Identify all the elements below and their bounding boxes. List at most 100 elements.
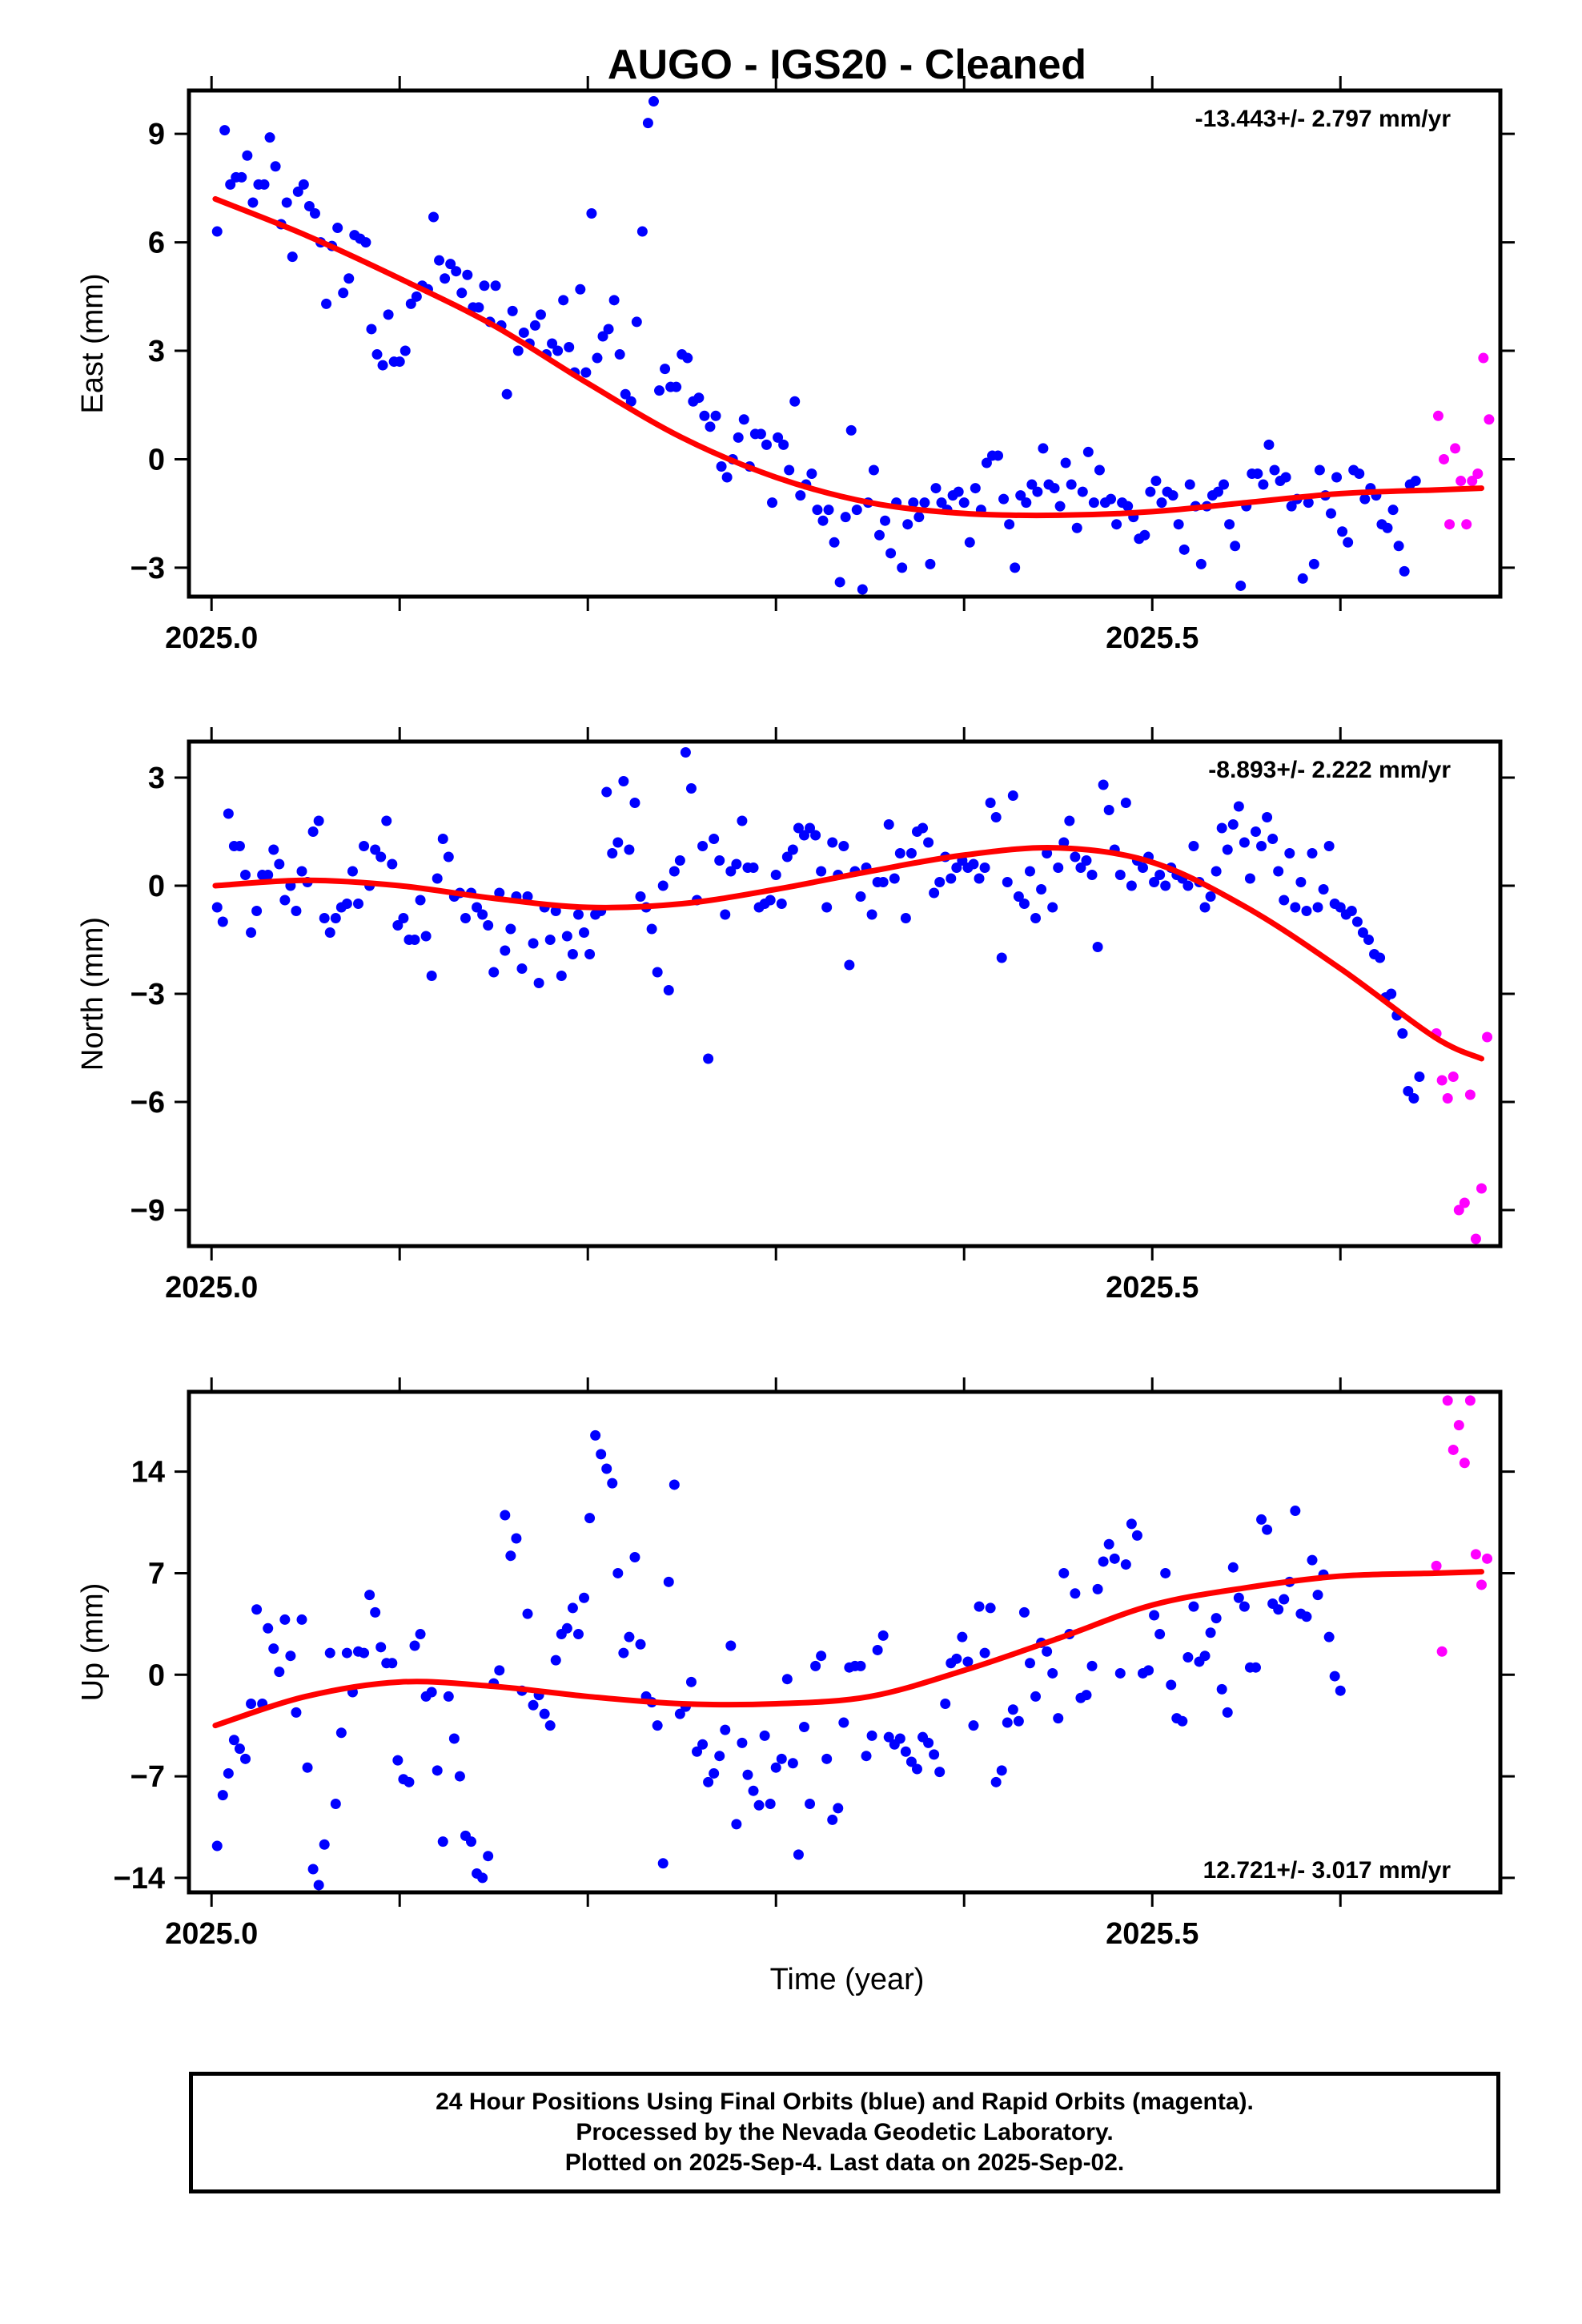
up-final-point xyxy=(274,1667,285,1678)
north-final-point xyxy=(669,866,680,877)
north-final-point xyxy=(443,851,454,862)
up-final-point xyxy=(776,1753,787,1764)
north-final-point xyxy=(528,938,539,949)
north-rapid-point xyxy=(1442,1093,1453,1104)
north-final-point xyxy=(483,920,494,931)
north-final-point xyxy=(996,952,1007,963)
up-final-point xyxy=(1109,1553,1120,1564)
up-final-point xyxy=(731,1819,742,1830)
up-final-point xyxy=(929,1749,940,1760)
east-final-point xyxy=(784,464,795,476)
north-rapid-point xyxy=(1447,1072,1459,1082)
north-final-point xyxy=(217,916,228,927)
east-final-point xyxy=(1038,443,1049,454)
east-final-point xyxy=(445,259,456,270)
north-final-point xyxy=(1058,837,1070,848)
north-final-point xyxy=(263,870,274,880)
up-final-point xyxy=(1030,1691,1042,1702)
north-final-point xyxy=(1351,916,1363,927)
east-final-point xyxy=(1195,558,1207,569)
north-final-point xyxy=(1092,942,1103,952)
up-final-point xyxy=(404,1776,415,1787)
up-final-point xyxy=(437,1836,448,1848)
up-rapid-point xyxy=(1447,1444,1459,1455)
east-final-point xyxy=(564,342,575,353)
east-x-tick-label: 2025.0 xyxy=(165,621,258,655)
up-final-point xyxy=(335,1727,347,1739)
north-final-point xyxy=(1375,952,1386,963)
east-final-point xyxy=(1184,479,1195,490)
east-final-point xyxy=(490,280,501,292)
north-final-point xyxy=(646,923,657,935)
up-final-point xyxy=(1024,1658,1035,1669)
north-final-point xyxy=(601,786,612,798)
north-final-point xyxy=(1053,862,1064,873)
up-final-point xyxy=(572,1629,584,1640)
up-final-point xyxy=(877,1630,889,1641)
north-final-point xyxy=(1002,877,1013,887)
north-final-point xyxy=(488,967,500,978)
up-final-point xyxy=(1335,1685,1346,1696)
east-final-point xyxy=(1354,468,1365,480)
north-y-tick-label: 3 xyxy=(148,762,165,795)
up-final-point xyxy=(528,1699,539,1711)
east-final-point xyxy=(857,584,868,595)
east-final-point xyxy=(1219,479,1230,490)
north-final-point xyxy=(844,959,855,971)
east-final-point xyxy=(456,287,468,299)
north-final-point xyxy=(1256,841,1267,851)
east-final-point xyxy=(654,385,665,396)
north-final-point xyxy=(392,920,404,931)
up-final-point xyxy=(1397,0,1407,6)
east-final-point xyxy=(281,197,292,208)
up-final-point xyxy=(1273,1604,1284,1615)
north-final-point xyxy=(900,913,911,923)
east-final-point xyxy=(902,519,913,530)
up-final-point xyxy=(313,1880,324,1891)
up-final-point xyxy=(1086,1660,1098,1671)
up-final-point xyxy=(905,1756,917,1767)
up-final-point xyxy=(1216,1683,1227,1695)
north-final-point xyxy=(1081,855,1092,866)
east-final-point xyxy=(309,207,320,219)
up-final-point xyxy=(1160,1567,1171,1578)
up-final-point xyxy=(861,1751,872,1762)
east-final-point xyxy=(211,226,223,237)
east-final-point xyxy=(1393,541,1404,552)
up-final-point xyxy=(1177,1715,1188,1727)
east-final-point xyxy=(682,352,693,364)
up-final-point xyxy=(618,1647,629,1659)
east-final-point xyxy=(620,388,631,400)
north-final-point xyxy=(618,776,629,786)
north-final-point xyxy=(291,906,302,916)
up-final-point xyxy=(454,1771,465,1782)
up-final-point xyxy=(657,1858,669,1869)
up-final-point xyxy=(1149,1610,1160,1621)
up-final-point xyxy=(1380,0,1391,6)
up-final-point xyxy=(240,1753,251,1764)
north-y-tick-label: −3 xyxy=(130,978,165,1011)
east-final-point xyxy=(1173,519,1184,530)
up-final-point xyxy=(432,1765,443,1776)
north-final-point xyxy=(505,923,516,935)
up-final-point xyxy=(1002,1717,1013,1728)
up-final-point xyxy=(770,1762,781,1773)
up-final-point xyxy=(500,1510,511,1521)
east-final-point xyxy=(343,273,355,284)
up-final-point xyxy=(748,1785,759,1796)
up-final-point xyxy=(319,1839,330,1850)
up-final-point xyxy=(584,1513,596,1524)
north-final-point xyxy=(1126,880,1137,891)
east-final-point xyxy=(919,497,930,509)
up-final-point xyxy=(810,1660,821,1671)
up-final-point xyxy=(1047,1667,1058,1679)
north-rapid-point xyxy=(1436,1075,1447,1086)
north-final-point xyxy=(652,967,663,978)
east-rapid-point xyxy=(1461,519,1472,530)
up-rapid-point xyxy=(1482,1553,1493,1564)
north-final-point xyxy=(1233,801,1244,812)
north-rapid-point xyxy=(1470,1233,1481,1244)
up-final-point xyxy=(805,1798,816,1809)
east-y-tick-label: 0 xyxy=(148,443,165,476)
north-final-point xyxy=(1301,906,1312,916)
